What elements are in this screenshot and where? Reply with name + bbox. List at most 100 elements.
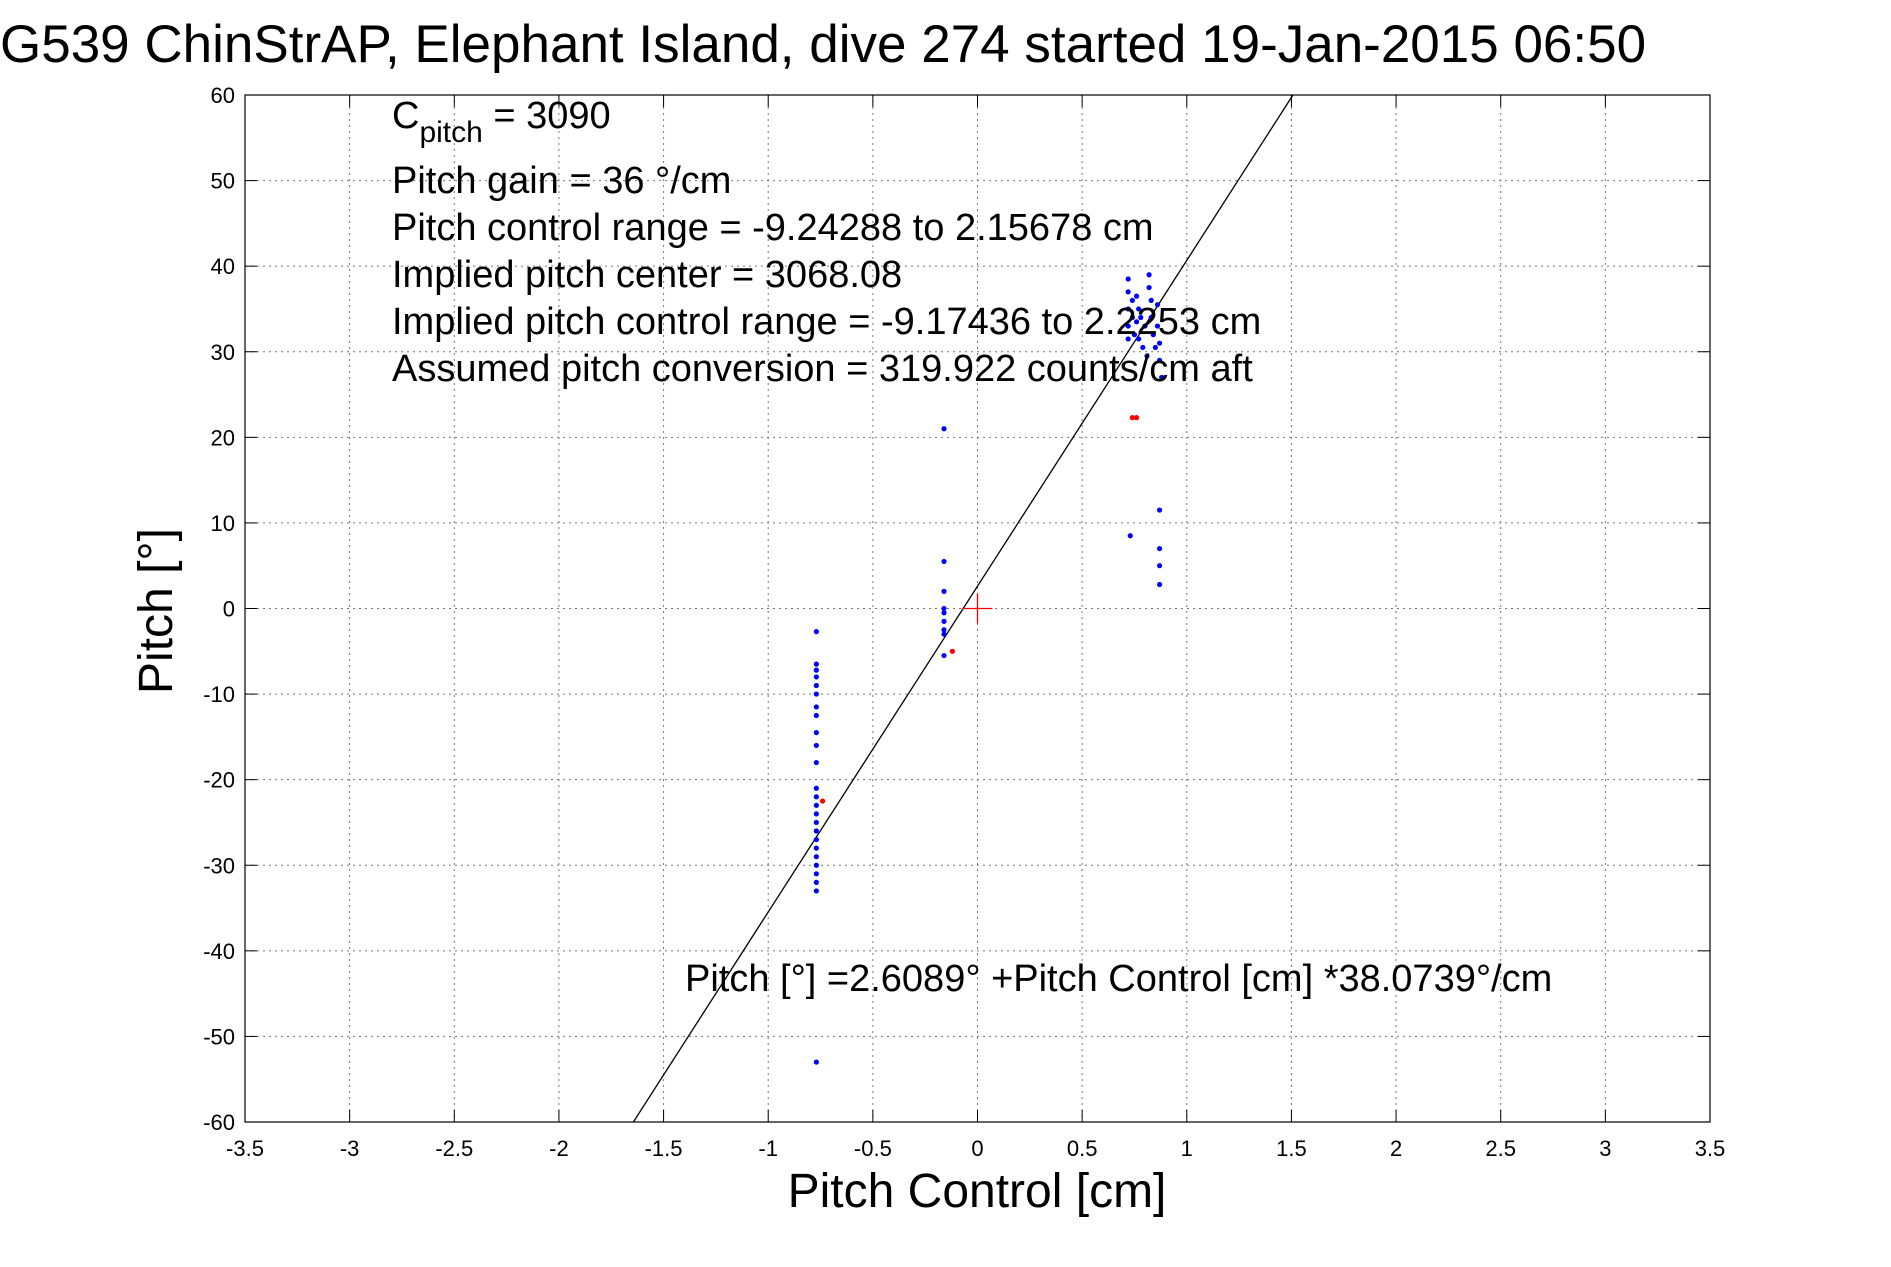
y-axis-label: Pitch [°] <box>130 528 183 694</box>
c-pitch-prefix: C <box>392 95 419 137</box>
y-tick-label: -40 <box>203 939 235 964</box>
c-pitch-annotation: Cpitch = 3090 <box>392 95 611 149</box>
x-tick-label: -3.5 <box>226 1136 264 1161</box>
data-point <box>1159 374 1165 381</box>
y-tick-label: -50 <box>203 1024 235 1049</box>
data-point <box>1156 545 1163 552</box>
x-tick-label: 0 <box>971 1136 983 1161</box>
x-tick-label: -3 <box>340 1136 360 1161</box>
center-marker <box>962 593 993 624</box>
data-point <box>1125 323 1131 329</box>
x-tick-label: 0.5 <box>1067 1136 1098 1161</box>
implied-range-annotation: Implied pitch control range = -9.17436 t… <box>392 301 1261 343</box>
data-point <box>1125 336 1131 342</box>
data-point <box>1129 297 1135 303</box>
y-tick-label: -60 <box>203 1110 235 1135</box>
data-point <box>1131 332 1138 338</box>
data-point <box>941 558 947 565</box>
data-point <box>813 811 819 817</box>
x-tick-label: -2 <box>549 1136 569 1161</box>
data-point <box>813 674 819 680</box>
data-point <box>1152 344 1158 351</box>
x-tick-label: -1 <box>758 1136 778 1161</box>
y-tick-label: 40 <box>211 254 235 279</box>
data-point <box>941 426 947 432</box>
data-point <box>941 631 947 637</box>
data-point <box>813 794 819 800</box>
c-pitch-subscript: pitch <box>419 116 482 149</box>
data-point <box>813 836 819 843</box>
annotation-block: Cpitch = 3090 Pitch gain = 36 °/cm Pitch… <box>392 95 1261 390</box>
data-point <box>813 729 819 736</box>
y-tick-label: 10 <box>211 511 235 536</box>
x-tick-label: 1.5 <box>1276 1136 1307 1161</box>
data-point <box>1148 314 1154 321</box>
x-tick-label: -2.5 <box>435 1136 473 1161</box>
data-point <box>813 691 819 697</box>
x-tick-label: 2 <box>1390 1136 1402 1161</box>
data-point <box>1144 353 1150 359</box>
data-point <box>941 605 947 612</box>
y-tick-label: -10 <box>203 682 235 707</box>
data-point <box>820 798 826 804</box>
implied-center-annotation: Implied pitch center = 3068.08 <box>392 254 902 296</box>
y-tick-label: 20 <box>211 425 235 450</box>
data-point <box>941 627 947 633</box>
data-point <box>813 682 819 689</box>
data-point <box>1133 415 1140 421</box>
data-point <box>1146 272 1152 278</box>
x-tick-label: 2.5 <box>1485 1136 1516 1161</box>
pitch-gain-annotation: Pitch gain = 36 °/cm <box>392 160 731 202</box>
data-point <box>813 845 819 851</box>
y-tick-label: 0 <box>223 597 235 622</box>
data-point <box>1156 340 1163 346</box>
data-point <box>1125 289 1131 295</box>
data-point <box>813 742 819 749</box>
fit-equation-annotation: Pitch [°] =2.6089° +Pitch Control [cm] *… <box>685 958 1552 1000</box>
x-tick-label: 1 <box>1181 1136 1193 1161</box>
x-tick-label: -0.5 <box>854 1136 892 1161</box>
control-range-annotation: Pitch control range = -9.24288 to 2.1567… <box>392 207 1154 249</box>
data-point <box>1136 336 1142 342</box>
x-tick-label: 3 <box>1599 1136 1611 1161</box>
data-point <box>1154 302 1161 308</box>
data-point <box>813 629 819 635</box>
data-point <box>813 802 819 808</box>
grid <box>245 95 1710 1122</box>
x-tick-labels: -3.5 -3 -2.5 -2 -1.5 -1 -0.5 0 0.5 1 1.5 2 2.5 3 3.5 <box>226 1136 1725 1161</box>
data-point <box>813 712 819 719</box>
data-point <box>1138 314 1144 321</box>
data-point <box>813 785 819 791</box>
conversion-annotation: Assumed pitch conversion = 319.922 count… <box>392 348 1253 390</box>
data-point <box>1154 323 1161 329</box>
data-point <box>813 667 819 673</box>
data-point <box>813 704 819 710</box>
data-point <box>813 828 819 834</box>
y-tick-labels: -60 -50 -40 -30 -20 -10 0 10 20 30 40 50 60 <box>203 83 235 1135</box>
data-point <box>813 1059 819 1065</box>
data-point <box>813 888 819 894</box>
data-point <box>1156 581 1163 588</box>
data-point <box>813 854 819 860</box>
axis-ticks <box>244 94 1711 1123</box>
y-tick-label: 50 <box>211 169 235 194</box>
chart-title: G539 ChinStrAP, Elephant Island, dive 27… <box>0 15 1646 74</box>
data-point <box>1156 507 1163 513</box>
data-point <box>1125 306 1131 312</box>
y-tick-label: -20 <box>203 768 235 793</box>
data-point <box>813 862 819 868</box>
data-point <box>941 652 947 659</box>
x-tick-label: 3.5 <box>1695 1136 1726 1161</box>
data-point <box>1146 284 1152 291</box>
data-points <box>813 272 1165 1065</box>
data-point <box>1140 344 1146 351</box>
y-tick-label: 30 <box>211 340 235 365</box>
data-point <box>941 610 947 616</box>
data-point <box>1129 415 1135 421</box>
data-point <box>813 871 819 877</box>
data-point <box>1136 306 1142 312</box>
y-tick-label: 60 <box>211 83 235 108</box>
data-point <box>941 588 947 594</box>
data-point <box>1156 357 1163 363</box>
